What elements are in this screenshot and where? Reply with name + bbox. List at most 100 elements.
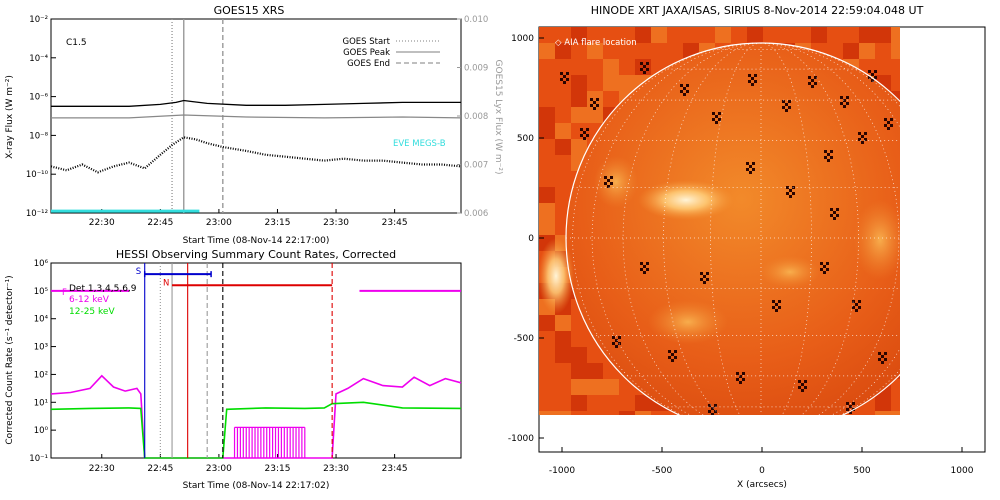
xrt-artifact-pixel: [748, 80, 751, 83]
xrt-artifact-pixel: [580, 134, 583, 137]
hessi-legend-6-12: 6-12 keV: [69, 295, 110, 305]
xrt-tile: [571, 43, 587, 59]
xrt-tile: [571, 395, 587, 411]
xrt-artifact-pixel: [640, 62, 643, 65]
xrt-artifact-pixel: [583, 131, 586, 134]
xrt-tile: [539, 347, 555, 363]
xrt-tile: [603, 27, 619, 43]
xrt-tile: [571, 91, 587, 107]
xrt-artifact-pixel: [840, 102, 843, 105]
xrt-artifact-pixel: [843, 99, 846, 102]
xrt-artifact-pixel: [798, 380, 801, 383]
goes-x-tick-label: 22:45: [147, 218, 173, 228]
goes-right-y-tick-label: 0.008: [464, 112, 488, 122]
xrt-artifact-pixel: [593, 101, 596, 104]
xrt-artifact-pixel: [864, 132, 867, 135]
xrt-artifact-pixel: [778, 300, 781, 303]
hessi-y-tick-label: 10¹: [34, 398, 48, 408]
xrt-artifact-pixel: [890, 118, 893, 121]
hessi-y-tick-label: 10⁰: [34, 426, 49, 436]
xrt-tile: [603, 43, 619, 59]
xrt-tile: [587, 379, 603, 395]
goes-x-tick-label: 23:15: [265, 218, 291, 228]
xrt-tile: [667, 27, 683, 43]
xrt-artifact-pixel: [590, 104, 593, 107]
xrt-artifact-pixel: [583, 137, 586, 140]
hessi-x-tick-label: 22:45: [147, 464, 173, 474]
xrt-artifact-pixel: [887, 127, 890, 130]
xrt-artifact-pixel: [615, 345, 618, 348]
legend-goes-peak: GOES Peak: [343, 48, 390, 58]
goes-series: [50, 99, 462, 213]
xrt-artifact-pixel: [711, 407, 714, 410]
xrt-artifact-pixel: [833, 217, 836, 220]
xrt-artifact-pixel: [754, 80, 757, 83]
xrt-artifact-pixel: [852, 306, 855, 309]
xrt-tile: [811, 27, 827, 43]
xrt-tile: [763, 27, 779, 43]
goes-x-tick-label: 23:00: [206, 218, 232, 228]
bright-active-region: [638, 180, 734, 220]
goes-x-tick-label: 23:30: [323, 218, 349, 228]
xrt-artifact-pixel: [855, 303, 858, 306]
xrt-artifact-pixel: [746, 162, 749, 165]
xrt-tile: [571, 27, 587, 43]
xrt-tile: [539, 331, 555, 347]
xrt-tile: [539, 379, 555, 395]
xrt-artifact-pixel: [772, 306, 775, 309]
xrt-tile: [571, 347, 587, 363]
xrt-tile: [539, 107, 555, 123]
xrt-artifact-pixel: [736, 378, 739, 381]
xrt-tile: [603, 395, 619, 411]
xrt-x-tick-label: 0: [759, 466, 765, 476]
xrt-artifact-pixel: [792, 192, 795, 195]
xrt-tile: [619, 395, 635, 411]
xrt-tile: [555, 395, 571, 411]
xrt-tile: [587, 59, 603, 75]
xrt-artifact-pixel: [640, 268, 643, 271]
hessi-y-tick-label: 10³: [34, 343, 48, 353]
xrt-artifact-pixel: [778, 306, 781, 309]
hessi-y-tick-label: 10⁵: [34, 287, 48, 297]
aia-flare-annotation: ◇ AIA flare location: [555, 38, 637, 48]
xrt-tile: [571, 75, 587, 91]
xrt-artifact-pixel: [852, 300, 855, 303]
xrt-artifact-pixel: [820, 262, 823, 265]
goes-xrs-panel: GOES15 XRS C1.5 22:30 22:45 23:00 23:15 23:3…: [5, 4, 503, 246]
goes-x-tick-label: 22:30: [89, 218, 115, 228]
xrt-artifact-pixel: [686, 84, 689, 87]
xrt-artifact-pixel: [580, 128, 583, 131]
xrt-tile: [539, 395, 555, 411]
xrt-tile: [539, 27, 555, 43]
xrt-tile: [651, 27, 667, 43]
xrt-tile: [571, 411, 587, 415]
xrt-tile: [539, 43, 555, 59]
xrt-artifact-pixel: [849, 405, 852, 408]
xrt-tile: [603, 379, 619, 395]
xrt-tile: [875, 411, 891, 415]
hessi-y-label: Corrected Count Rate (s⁻¹ detector⁻¹): [5, 275, 15, 444]
xrt-artifact-pixel: [593, 107, 596, 110]
goes-right-y-tick-label: 0.010: [464, 15, 488, 25]
xrt-tile: [891, 395, 900, 411]
xrt-artifact-pixel: [804, 380, 807, 383]
goes-y-tick-label: 10⁻¹²: [26, 209, 48, 219]
xrt-artifact-pixel: [566, 72, 569, 75]
xrt-artifact-pixel: [804, 386, 807, 389]
xrt-tile: [555, 171, 571, 187]
hessi-title: HESSI Observing Summary Count Rates, Cor…: [116, 248, 396, 261]
xrt-artifact-pixel: [871, 79, 874, 82]
xrt-artifact-pixel: [878, 352, 881, 355]
xrt-artifact-pixel: [680, 90, 683, 93]
xrt-artifact-pixel: [668, 356, 671, 359]
xrt-artifact-pixel: [643, 71, 646, 74]
xrt-panel: HINODE XRT JAXA/ISAS, SIRIUS 8-Nov-2014 …: [508, 4, 986, 490]
xrt-artifact-pixel: [668, 350, 671, 353]
xrt-artifact-pixel: [846, 102, 849, 105]
xrt-artifact-pixel: [607, 179, 610, 182]
limb-brightening: [539, 238, 574, 314]
xrt-x-tick-label: -500: [652, 466, 673, 476]
xrt-artifact-pixel: [814, 76, 817, 79]
xrt-artifact-pixel: [843, 105, 846, 108]
hessi-y-tick-label: 10²: [34, 370, 48, 380]
